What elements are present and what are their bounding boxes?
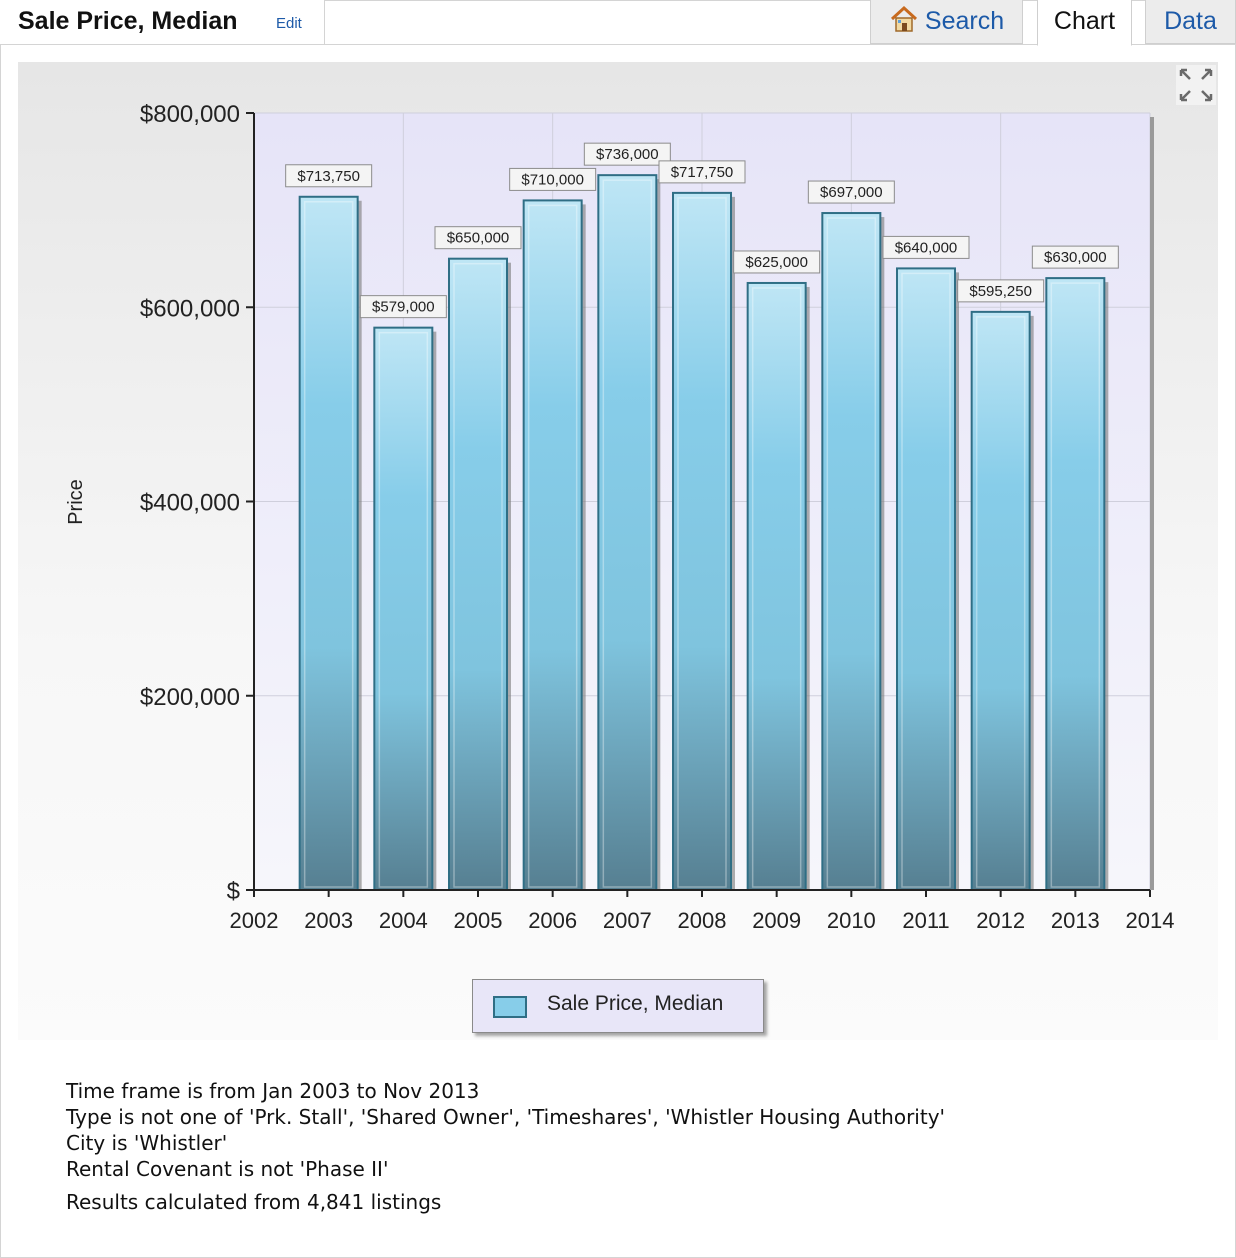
data-label-box	[658, 160, 746, 184]
widget-title: Sale Price, Median	[18, 7, 238, 35]
data-label: $630,000	[1044, 249, 1107, 266]
data-label-box	[807, 180, 895, 204]
data-label: $736,000	[596, 146, 659, 163]
bar	[970, 310, 1031, 891]
data-label-box	[509, 167, 597, 191]
tab-chart[interactable]: Chart	[1037, 0, 1132, 46]
data-label: $579,000	[372, 299, 435, 316]
data-label: $713,750	[297, 168, 360, 185]
y-tick-label: $400,000	[140, 490, 240, 517]
data-label: $625,000	[745, 254, 808, 271]
legend-label: Sale Price, Median	[547, 992, 724, 1015]
data-label-box	[359, 295, 447, 319]
data-label-box	[583, 142, 671, 166]
data-label: $717,750	[671, 164, 734, 181]
bar	[522, 199, 583, 892]
note-line: Rental Covenant is not 'Phase II'	[66, 1157, 389, 1181]
x-tick-label: 2012	[976, 908, 1025, 933]
x-tick-label: 2003	[304, 908, 353, 933]
data-label-box	[1031, 245, 1119, 269]
legend-swatch	[493, 996, 527, 1018]
data-label: $650,000	[447, 230, 510, 247]
bar-highlight	[826, 217, 877, 888]
data-label: $640,000	[895, 239, 958, 256]
tab-chart-label: Chart	[1053, 7, 1116, 35]
note-line: Time frame is from Jan 2003 to Nov 2013	[66, 1079, 480, 1103]
bar	[1045, 277, 1106, 891]
results-count: Results calculated from 4,841 listings	[66, 1190, 442, 1214]
bar	[746, 281, 807, 891]
bar	[373, 326, 434, 891]
y-tick-label: $200,000	[140, 684, 240, 711]
bar	[672, 191, 732, 891]
bar-highlight	[975, 316, 1026, 888]
x-tick-label: 2008	[678, 908, 727, 933]
y-tick-label: $600,000	[140, 295, 240, 322]
bar	[298, 195, 359, 891]
x-tick-label: 2005	[454, 908, 503, 933]
bar-chart: $ $200,000 $400,000 $600,000 $800,000 2002 200…	[65, 101, 1175, 933]
x-tick-label: 2011	[902, 908, 949, 933]
filter-notes: Time frame is from Jan 2003 to Nov 2013 …	[66, 1078, 945, 1182]
x-tick-label: 2007	[603, 908, 652, 933]
x-tick-label: 2013	[1051, 908, 1100, 933]
home-icon	[890, 6, 917, 33]
bar	[448, 257, 508, 891]
x-tick-label: 2004	[379, 908, 428, 933]
header-divider	[324, 44, 1236, 45]
x-tick-label: 2010	[827, 908, 876, 933]
bar-highlight	[378, 331, 429, 888]
bar-highlight	[303, 201, 354, 888]
bar-highlight	[527, 204, 578, 888]
y-axis-label: Price	[65, 479, 87, 525]
data-label-box	[957, 279, 1045, 303]
expand-icon[interactable]	[1176, 65, 1216, 105]
bar-highlight	[901, 272, 951, 888]
bar-highlight	[453, 262, 503, 888]
bar	[896, 267, 956, 891]
bar	[821, 212, 882, 891]
tab-data-label: Data	[1164, 7, 1217, 35]
bar-highlight	[602, 179, 653, 888]
tab-search-label: Search	[924, 7, 1005, 35]
bar-highlight	[677, 197, 727, 888]
data-label: $595,250	[969, 283, 1032, 300]
tab-search[interactable]: Search	[870, 0, 1023, 44]
bar	[597, 174, 658, 892]
data-label: $697,000	[820, 184, 883, 201]
title-tab: Sale Price, Median Edit	[0, 0, 325, 45]
data-label: $710,000	[521, 171, 584, 188]
note-line: City is 'Whistler'	[66, 1131, 228, 1155]
bar-highlight	[1050, 282, 1101, 888]
y-tick-label: $800,000	[140, 101, 240, 128]
data-label-box	[882, 235, 970, 259]
y-tick-label: $	[227, 878, 240, 905]
x-tick-label: 2014	[1126, 908, 1175, 933]
plot-shadow	[1150, 117, 1154, 890]
data-label-box	[733, 250, 821, 274]
tab-data[interactable]: Data	[1145, 0, 1236, 44]
x-tick-label: 2009	[752, 908, 801, 933]
legend: Sale Price, Median	[472, 979, 764, 1033]
x-tick-label: 2006	[528, 908, 577, 933]
edit-link[interactable]: Edit	[276, 15, 302, 32]
data-label-box	[434, 226, 522, 250]
data-label-box	[285, 164, 373, 188]
note-line: Type is not one of 'Prk. Stall', 'Shared…	[66, 1105, 946, 1129]
bar-highlight	[751, 287, 802, 888]
x-tick-label: 2002	[230, 908, 279, 933]
